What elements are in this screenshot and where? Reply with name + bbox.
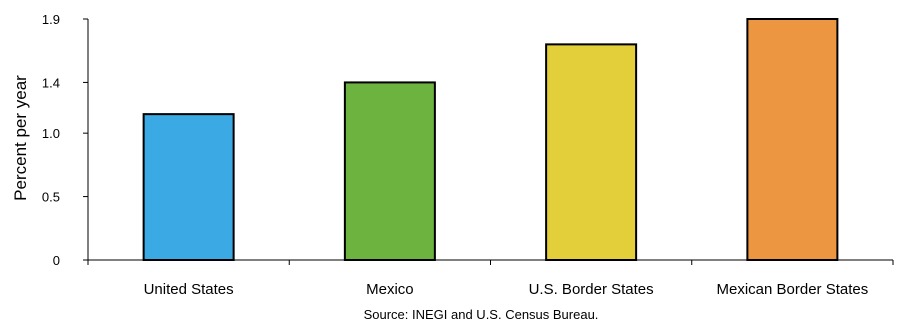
x-axis: United States Mexico U.S. Border States Mex…	[87, 259, 894, 298]
x-category-label: Mexico	[366, 281, 414, 298]
x-category-label: United States	[144, 281, 234, 298]
y-tick-label: 1.4	[42, 75, 60, 90]
bar	[746, 18, 839, 261]
y-tick-label: 0.5	[42, 190, 60, 205]
bar	[545, 43, 638, 261]
y-axis-title: Percent per year	[11, 75, 30, 201]
bar	[343, 81, 436, 261]
y-tick-label: 1.9	[42, 12, 60, 27]
bar	[142, 113, 235, 261]
y-tick-label: 1.0	[42, 126, 60, 141]
x-category-label: Mexican Border States	[717, 281, 869, 298]
source-note: Source: INEGI and U.S. Census Bureau.	[364, 307, 599, 322]
y-tick-label: 0	[53, 253, 60, 268]
y-axis: 0 0.5 1.0 1.4 1.9	[42, 12, 89, 268]
bars	[142, 18, 839, 261]
x-category-label: U.S. Border States	[529, 281, 654, 298]
